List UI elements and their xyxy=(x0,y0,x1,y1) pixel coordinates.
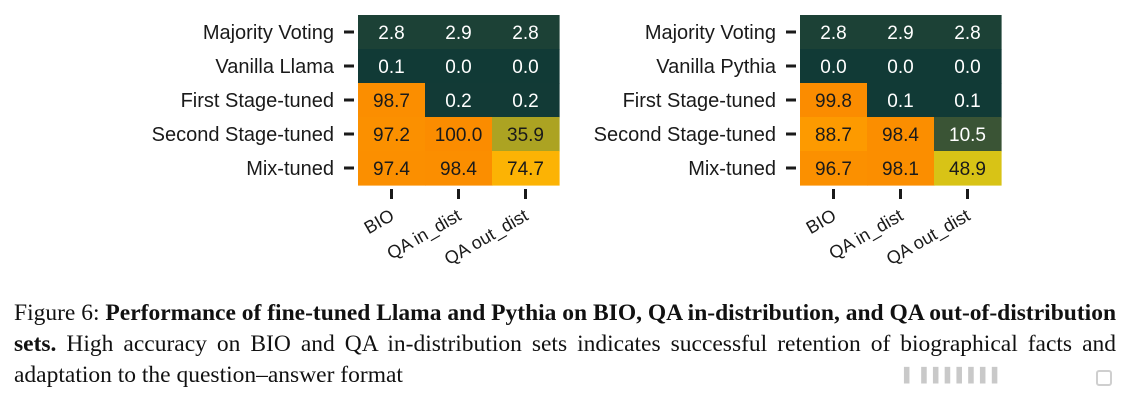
heatmap-cell xyxy=(425,49,493,84)
watermark-blur: ▌ ▌▌▌▌▌▌▌ xyxy=(904,368,1004,384)
heatmap-cell xyxy=(425,15,493,50)
caption-text: High accuracy on BIO and QA in-distribut… xyxy=(14,331,1117,388)
cell-value: 0.1 xyxy=(887,91,913,112)
cell-value: 98.1 xyxy=(882,159,919,180)
heatmap-cell xyxy=(867,151,935,186)
heatmap-cell xyxy=(358,15,426,50)
cell-value: 74.7 xyxy=(507,159,544,180)
row-label: First Stage-tuned xyxy=(181,90,334,112)
heatmap-1: 2.8 2.9 2.8 0.1 0.0 0.0 98.7 0.2 0.2 97.2 100.0 35.… xyxy=(152,15,560,270)
heatmap-cell xyxy=(934,49,1002,84)
heatmap-cell xyxy=(800,83,868,118)
cell-value: 48.9 xyxy=(949,159,986,180)
heatmap-cell xyxy=(934,15,1002,50)
cell-value: 98.4 xyxy=(882,125,919,146)
figure-caption: Figure 6: Performance of fine-tuned Llam… xyxy=(14,298,1116,391)
heatmap-cell xyxy=(934,83,1002,118)
cell-value: 98.7 xyxy=(373,91,410,112)
watermark-icon xyxy=(1096,370,1112,386)
heatmap-cell xyxy=(800,151,868,186)
cell-value: 97.2 xyxy=(373,125,410,146)
col-label: BIO xyxy=(803,205,840,238)
heatmap-cell xyxy=(492,49,560,84)
row-label: Mix-tuned xyxy=(688,158,776,180)
cell-value: 96.7 xyxy=(815,159,852,180)
cell-value: 0.0 xyxy=(445,57,471,78)
heatmap-cell xyxy=(425,117,493,152)
caption-label: Figure 6: xyxy=(14,300,100,326)
heatmap-cell xyxy=(492,83,560,118)
cell-value: 0.1 xyxy=(378,57,404,78)
cell-value: 0.0 xyxy=(512,57,538,78)
row-label: Mix-tuned xyxy=(246,158,334,180)
heatmap-cell xyxy=(867,117,935,152)
heatmap-2: 2.8 2.9 2.8 0.0 0.0 0.0 99.8 0.1 0.1 88.7 98.4 10.5… xyxy=(594,15,1002,270)
row-label: Second Stage-tuned xyxy=(152,124,334,146)
heatmap-cell xyxy=(800,49,868,84)
heatmap-cell xyxy=(425,83,493,118)
cell-value: 0.0 xyxy=(887,57,913,78)
cell-value: 0.0 xyxy=(954,57,980,78)
cell-value: 35.9 xyxy=(507,125,544,146)
cell-value: 100.0 xyxy=(435,125,483,146)
cell-value: 2.8 xyxy=(820,23,846,44)
figure: 2.8 2.9 2.8 0.1 0.0 0.0 98.7 0.2 0.2 97.2 100.0 35.… xyxy=(152,15,1002,270)
heatmap-cell xyxy=(492,15,560,50)
heatmap-cell xyxy=(425,151,493,186)
heatmap-cell xyxy=(867,15,935,50)
cell-value: 0.0 xyxy=(820,57,846,78)
cell-value: 99.8 xyxy=(815,91,852,112)
cell-value: 2.8 xyxy=(512,23,538,44)
cell-value: 2.8 xyxy=(954,23,980,44)
heatmap-cell xyxy=(800,15,868,50)
heatmap-cell xyxy=(358,117,426,152)
cell-value: 97.4 xyxy=(373,159,410,180)
row-label: Second Stage-tuned xyxy=(594,124,776,146)
row-label: Majority Voting xyxy=(645,22,776,44)
cell-value: 10.5 xyxy=(949,125,986,146)
cell-value: 88.7 xyxy=(815,125,852,146)
heatmap-cell xyxy=(800,117,868,152)
row-label: First Stage-tuned xyxy=(623,90,776,112)
cell-value: 98.4 xyxy=(440,159,477,180)
heatmap-cell xyxy=(492,151,560,186)
heatmap-cell xyxy=(867,49,935,84)
heatmap-cell xyxy=(358,49,426,84)
heatmap-cell xyxy=(934,117,1002,152)
cell-value: 2.9 xyxy=(887,23,913,44)
row-label: Vanilla Llama xyxy=(215,56,334,78)
heatmap-cell xyxy=(358,151,426,186)
cell-value: 2.9 xyxy=(445,23,471,44)
heatmap-cell xyxy=(492,117,560,152)
cell-value: 2.8 xyxy=(378,23,404,44)
heatmap-cell xyxy=(358,83,426,118)
heatmap-cell xyxy=(934,151,1002,186)
caption-bold: Performance of fine-tuned Llama and Pyth… xyxy=(14,300,1117,357)
col-label: BIO xyxy=(361,205,398,238)
heatmap-cell xyxy=(867,83,935,118)
row-label: Vanilla Pythia xyxy=(656,56,777,78)
cell-value: 0.2 xyxy=(445,91,471,112)
row-label: Majority Voting xyxy=(203,22,334,44)
cell-value: 0.2 xyxy=(512,91,538,112)
watermark: ▌ ▌▌▌▌▌▌▌ xyxy=(860,362,1122,392)
cell-value: 0.1 xyxy=(954,91,980,112)
